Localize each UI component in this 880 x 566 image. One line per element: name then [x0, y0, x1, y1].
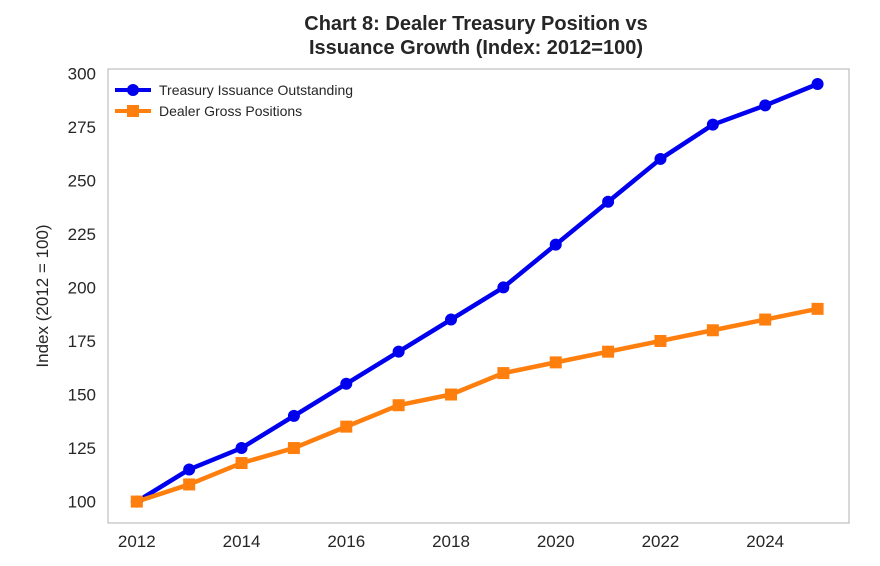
y-tick-label: 225 — [68, 225, 96, 244]
data-point-treasury-issuance — [340, 377, 353, 390]
x-tick-label: 2022 — [642, 532, 680, 551]
y-tick-label: 150 — [68, 386, 96, 405]
legend-marker-dealer — [127, 105, 139, 117]
data-point-treasury-issuance — [392, 345, 405, 358]
series-line-dealer-positions — [134, 306, 820, 504]
plot-area — [107, 68, 850, 524]
data-point-dealer-positions — [235, 457, 248, 470]
series-line-treasury-issuance — [134, 81, 820, 504]
data-point-dealer-positions — [602, 345, 615, 358]
y-tick-label: 250 — [68, 171, 96, 190]
x-tick-label: 2018 — [432, 532, 470, 551]
legend-label-treasury: Treasury Issuance Outstanding — [159, 82, 353, 98]
data-point-treasury-issuance — [759, 99, 772, 112]
data-point-dealer-positions — [654, 334, 667, 347]
chart-title-line-1: Chart 8: Dealer Treasury Position vs — [304, 13, 647, 35]
data-point-dealer-positions — [340, 420, 353, 433]
x-tick-label: 2014 — [223, 532, 261, 551]
data-point-treasury-issuance — [602, 195, 615, 208]
y-tick-label: 125 — [68, 439, 96, 458]
data-point-treasury-issuance — [497, 281, 510, 294]
series-layer — [130, 77, 824, 508]
data-point-dealer-positions — [287, 442, 300, 455]
x-tick-label: 2012 — [118, 532, 156, 551]
legend-marker-treasury — [127, 84, 139, 96]
x-axis: 2012 2014 2016 2018 2020 2022 2024 — [118, 532, 784, 551]
x-tick-label: 2016 — [327, 532, 365, 551]
y-tick-label: 175 — [68, 332, 96, 351]
y-axis: 100 125 150 175 200 225 250 275 300 — [68, 64, 96, 511]
data-point-dealer-positions — [445, 388, 458, 401]
data-point-dealer-positions — [706, 324, 719, 337]
data-point-treasury-issuance — [549, 238, 562, 251]
data-point-dealer-positions — [549, 356, 562, 369]
data-point-treasury-issuance — [654, 152, 667, 165]
legend-label-dealer: Dealer Gross Positions — [159, 103, 302, 119]
data-point-dealer-positions — [497, 367, 510, 380]
y-tick-label: 200 — [68, 278, 96, 297]
data-point-dealer-positions — [759, 313, 772, 326]
data-point-treasury-issuance — [287, 409, 300, 422]
y-tick-label: 300 — [68, 64, 96, 83]
data-point-treasury-issuance — [706, 118, 719, 131]
y-axis-label: Index (2012 = 100) — [33, 224, 52, 367]
data-point-treasury-issuance — [235, 442, 248, 455]
data-point-treasury-issuance — [445, 313, 458, 326]
y-tick-label: 275 — [68, 118, 96, 137]
data-point-dealer-positions — [811, 302, 824, 315]
x-tick-label: 2020 — [537, 532, 575, 551]
data-point-treasury-issuance — [183, 463, 196, 476]
data-point-dealer-positions — [392, 399, 405, 412]
y-tick-label: 100 — [68, 493, 96, 512]
x-tick-label: 2024 — [746, 532, 784, 551]
data-point-dealer-positions — [130, 495, 143, 508]
data-point-dealer-positions — [183, 478, 196, 491]
data-point-treasury-issuance — [811, 77, 824, 90]
chart-title-line-2: Issuance Growth (Index: 2012=100) — [309, 37, 643, 59]
legend: Treasury Issuance Outstanding Dealer Gro… — [115, 82, 353, 119]
